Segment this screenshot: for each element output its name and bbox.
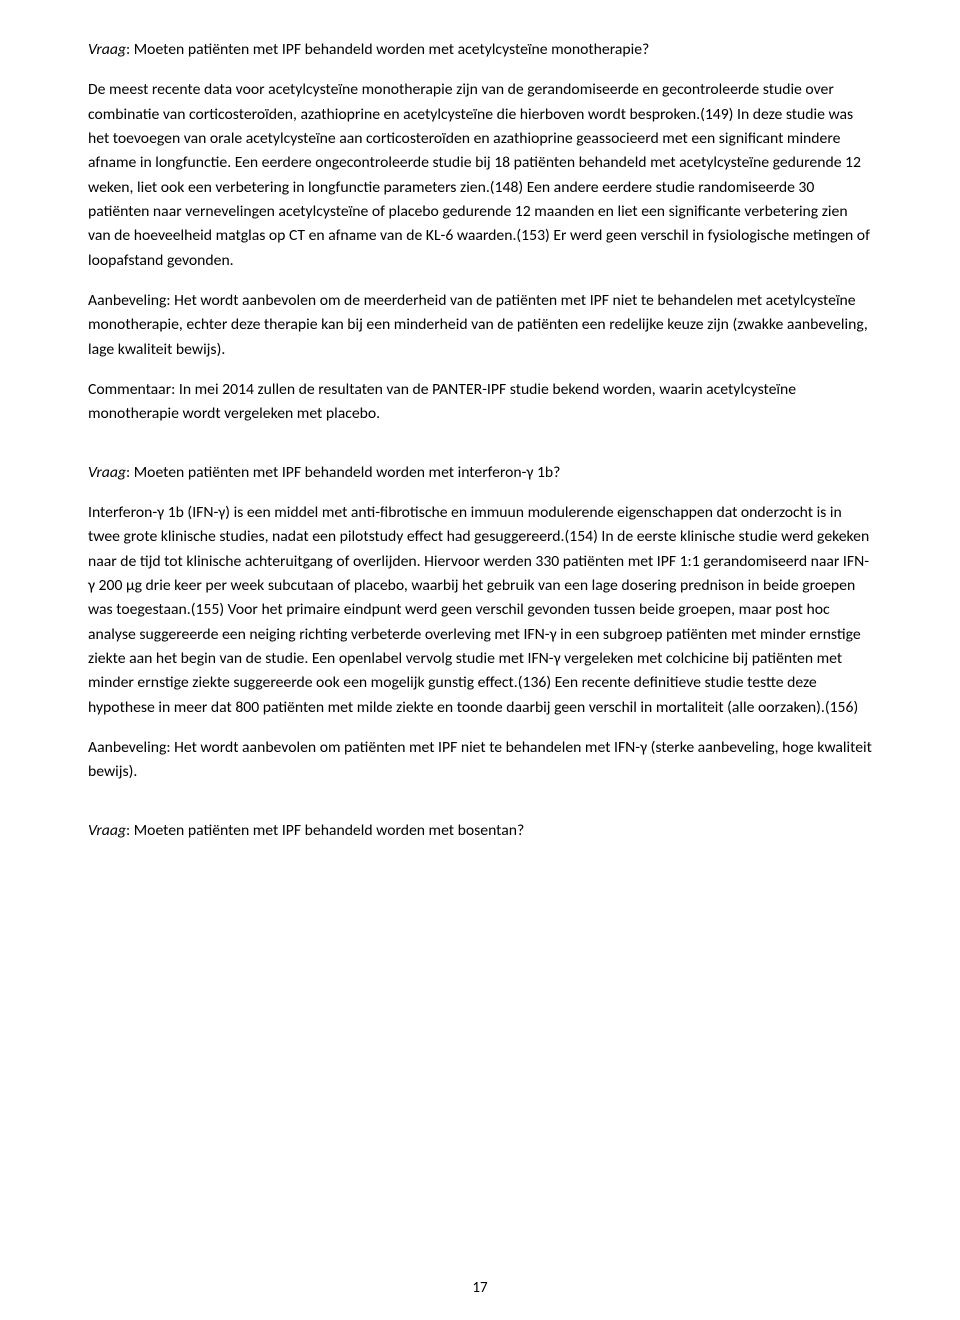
page-number: 17 (0, 1277, 960, 1300)
question-1-label: Vraag (88, 40, 126, 59)
question-3-label: Vraag (88, 821, 126, 840)
question-1-text: : Moeten patiënten met IPF behandeld wor… (126, 40, 649, 59)
question-2-label: Vraag (88, 463, 126, 482)
paragraph-4: Interferon-γ 1b (IFN-γ) is een middel me… (88, 501, 872, 720)
question-1: Vraag: Moeten patiënten met IPF behandel… (88, 38, 872, 62)
paragraph-1: De meest recente data voor acetylcysteïn… (88, 78, 872, 273)
question-3: Vraag: Moeten patiënten met IPF behandel… (88, 819, 872, 843)
paragraph-3: Commentaar: In mei 2014 zullen de result… (88, 378, 872, 427)
question-2-text: : Moeten patiënten met IPF behandeld wor… (126, 463, 560, 482)
page-container: Vraag: Moeten patiënten met IPF behandel… (0, 0, 960, 1320)
question-2: Vraag: Moeten patiënten met IPF behandel… (88, 461, 872, 485)
paragraph-5: Aanbeveling: Het wordt aanbevolen om pat… (88, 736, 872, 785)
question-3-text: : Moeten patiënten met IPF behandeld wor… (126, 821, 524, 840)
paragraph-2: Aanbeveling: Het wordt aanbevolen om de … (88, 289, 872, 362)
